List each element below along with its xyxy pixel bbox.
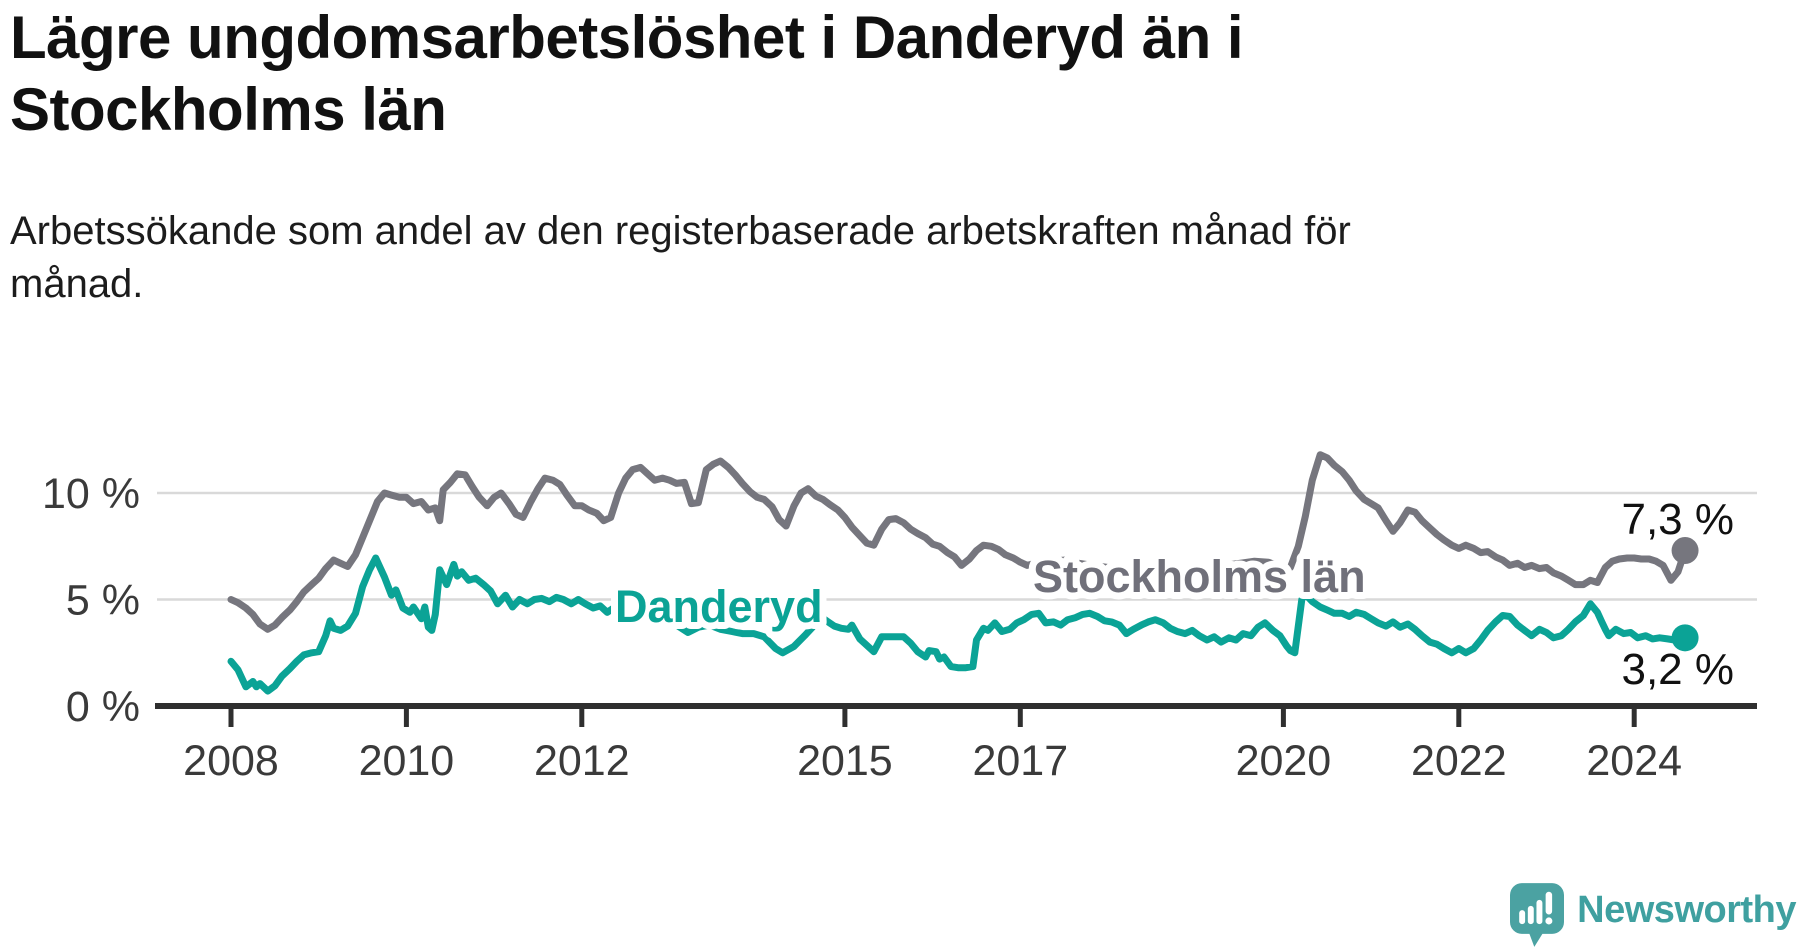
newsworthy-logo-icon (1510, 883, 1565, 947)
newsworthy-wordmark: Newsworthy (1577, 889, 1796, 931)
series-label-danderyd: Danderyd (615, 581, 823, 632)
x-tick-label: 2022 (1411, 737, 1507, 785)
x-tick-label: 2010 (359, 737, 455, 785)
x-tick-label: 2024 (1586, 737, 1682, 785)
subtitle-line-1: Arbetssökande som andel av den registerb… (10, 209, 1351, 253)
x-tick-label: 2015 (797, 737, 893, 785)
y-tick-label: 0 % (66, 683, 140, 731)
x-tick-label: 2017 (972, 737, 1068, 785)
chart-subtitle: Arbetssökande som andel av den registerb… (10, 205, 1560, 311)
end-value-danderyd: 3,2 % (1621, 645, 1734, 694)
series-end-dots (1671, 537, 1699, 652)
end-dot-danderyd (1671, 624, 1699, 652)
end-dot-stockholms-l-n (1671, 537, 1699, 565)
series-line-stockholms-l-n (227, 451, 1689, 633)
x-axis-ticks: 2008 2010 2012 2015 2017 2020 2022 2024 (183, 709, 1682, 785)
x-tick-label: 2020 (1236, 737, 1332, 785)
newsworthy-branding: Newsworthy (1510, 882, 1796, 948)
subtitle-line-2: månad. (10, 261, 144, 306)
series-label-stockholm: Stockholms län (1033, 551, 1366, 602)
title-line-2: Stockholms län (10, 76, 447, 143)
gridlines (157, 491, 1757, 601)
y-tick-label: 5 % (66, 577, 140, 625)
page-title: Lägre ungdomsarbetslöshet i Danderyd än … (10, 2, 1510, 146)
x-tick-label: 2008 (183, 737, 279, 785)
title-line-1: Lägre ungdomsarbetslöshet i Danderyd än … (10, 4, 1244, 71)
y-axis-labels: 0 % 5 % 10 % (42, 470, 140, 731)
end-value-stockholm: 7,3 % (1621, 495, 1734, 544)
data-series (227, 451, 1689, 695)
x-tick-label: 2012 (534, 737, 630, 785)
y-tick-label: 10 % (42, 470, 140, 518)
series-line-danderyd (227, 554, 1689, 695)
